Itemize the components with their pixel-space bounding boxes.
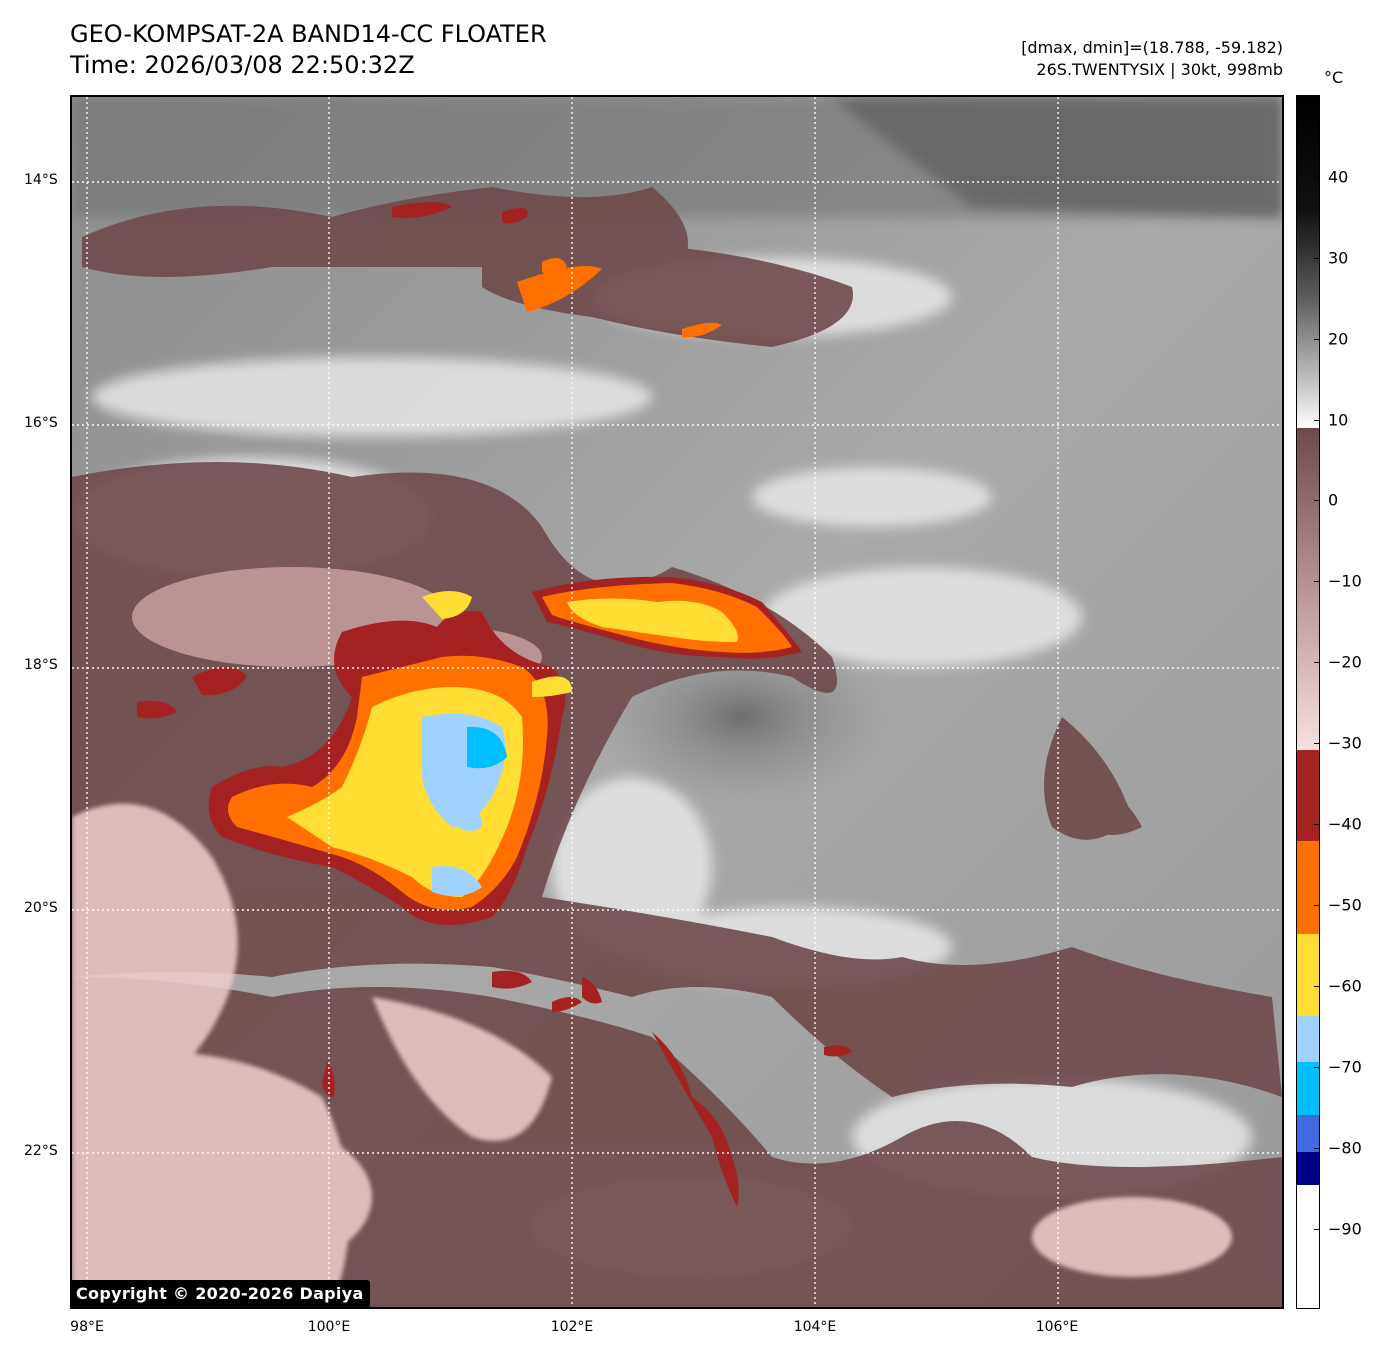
colorbar-label-10: 10 [1328,410,1349,430]
colorbar-tick [1314,258,1320,259]
colorbar-tick [1314,824,1320,825]
lat-label-20s: 20°S [24,900,58,916]
colorbar-tick [1314,905,1320,906]
colorbar-label-minus70: −70 [1328,1057,1362,1077]
colorbar-label-20: 20 [1328,329,1349,349]
colorbar-label-minus90: −90 [1328,1219,1362,1239]
colorbar-tick [1314,420,1320,421]
colorbar-tick [1314,986,1320,987]
colorbar-tick [1314,1148,1320,1149]
colorbar-label-minus60: −60 [1328,976,1362,996]
storm-info: 26S.TWENTYSIX | 30kt, 998mb [1036,60,1283,79]
colorbar-label-minus20: −20 [1328,652,1362,672]
lon-label-104e: 104°E [793,1319,837,1335]
lat-label-22s: 22°S [24,1143,58,1159]
satellite-image-panel [70,95,1284,1309]
colorbar-label-30: 30 [1328,248,1349,268]
copyright-badge: Copyright © 2020-2026 Dapiya [70,1280,370,1308]
colorbar-tick [1314,743,1320,744]
lon-label-106e: 106°E [1035,1319,1079,1335]
lat-label-18s: 18°S [24,657,58,673]
dmax-dmin-info: [dmax, dmin]=(18.788, -59.182) [1021,38,1283,57]
colorbar-tick [1314,177,1320,178]
colorbar-unit: °C [1324,68,1344,87]
lat-label-16s: 16°S [24,415,58,431]
lat-label-14s: 14°S [24,172,58,188]
lon-label-102e: 102°E [550,1319,594,1335]
colorbar-label-minus50: −50 [1328,895,1362,915]
colorbar-tick [1314,500,1320,501]
satellite-imagery [72,97,1282,1307]
timestamp-title: Time: 2026/03/08 22:50:32Z [70,51,415,79]
colorbar-tick [1314,339,1320,340]
colorbar-label-0: 0 [1328,490,1339,510]
colorbar-label-minus40: −40 [1328,814,1362,834]
lon-label-98e: 98°E [70,1319,104,1335]
colorbar-label-minus80: −80 [1328,1138,1362,1158]
colorbar-tick [1314,581,1320,582]
colorbar-label-40: 40 [1328,167,1349,187]
colorbar-label-minus30: −30 [1328,733,1362,753]
colorbar-gradient [1297,96,1319,1308]
lon-label-100e: 100°E [307,1319,351,1335]
colorbar-tick [1314,1229,1320,1230]
colorbar [1296,95,1320,1309]
map-title: GEO-KOMPSAT-2A BAND14-CC FLOATER [70,20,547,48]
colorbar-tick [1314,1067,1320,1068]
colorbar-label-minus10: −10 [1328,571,1362,591]
colorbar-tick [1314,662,1320,663]
